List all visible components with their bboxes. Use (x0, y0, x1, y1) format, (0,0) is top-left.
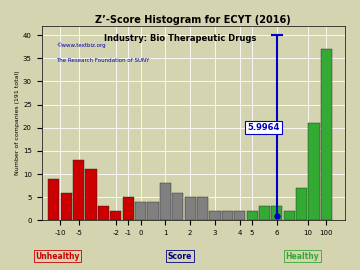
Bar (135, 202, 146, 220)
Title: Z’-Score Histogram for ECYT (2016): Z’-Score Histogram for ECYT (2016) (95, 15, 291, 25)
Bar (147, 202, 158, 220)
Bar (73, 160, 84, 220)
Y-axis label: Number of companies (191 total): Number of companies (191 total) (15, 71, 20, 176)
Bar (98, 207, 109, 220)
Bar (110, 211, 121, 220)
Bar (197, 197, 208, 220)
Text: Healthy: Healthy (285, 252, 319, 261)
Bar (210, 211, 221, 220)
Text: Industry: Bio Therapeutic Drugs: Industry: Bio Therapeutic Drugs (104, 34, 256, 43)
Text: Unhealthy: Unhealthy (35, 252, 80, 261)
Bar (123, 197, 134, 220)
Bar (160, 183, 171, 220)
Bar (234, 211, 245, 220)
Bar (247, 211, 258, 220)
Bar (284, 211, 295, 220)
Bar (309, 123, 320, 220)
Bar (61, 193, 72, 220)
Bar (48, 179, 59, 220)
Bar (85, 169, 96, 220)
Bar (172, 193, 183, 220)
Text: Score: Score (168, 252, 192, 261)
Bar (321, 49, 332, 220)
Text: 5.9964: 5.9964 (247, 123, 279, 132)
Bar (296, 188, 307, 220)
Text: ©www.textbiz.org: ©www.textbiz.org (57, 42, 106, 48)
Text: The Research Foundation of SUNY: The Research Foundation of SUNY (57, 58, 150, 63)
Bar (185, 197, 196, 220)
Bar (222, 211, 233, 220)
Bar (271, 207, 283, 220)
Bar (259, 207, 270, 220)
